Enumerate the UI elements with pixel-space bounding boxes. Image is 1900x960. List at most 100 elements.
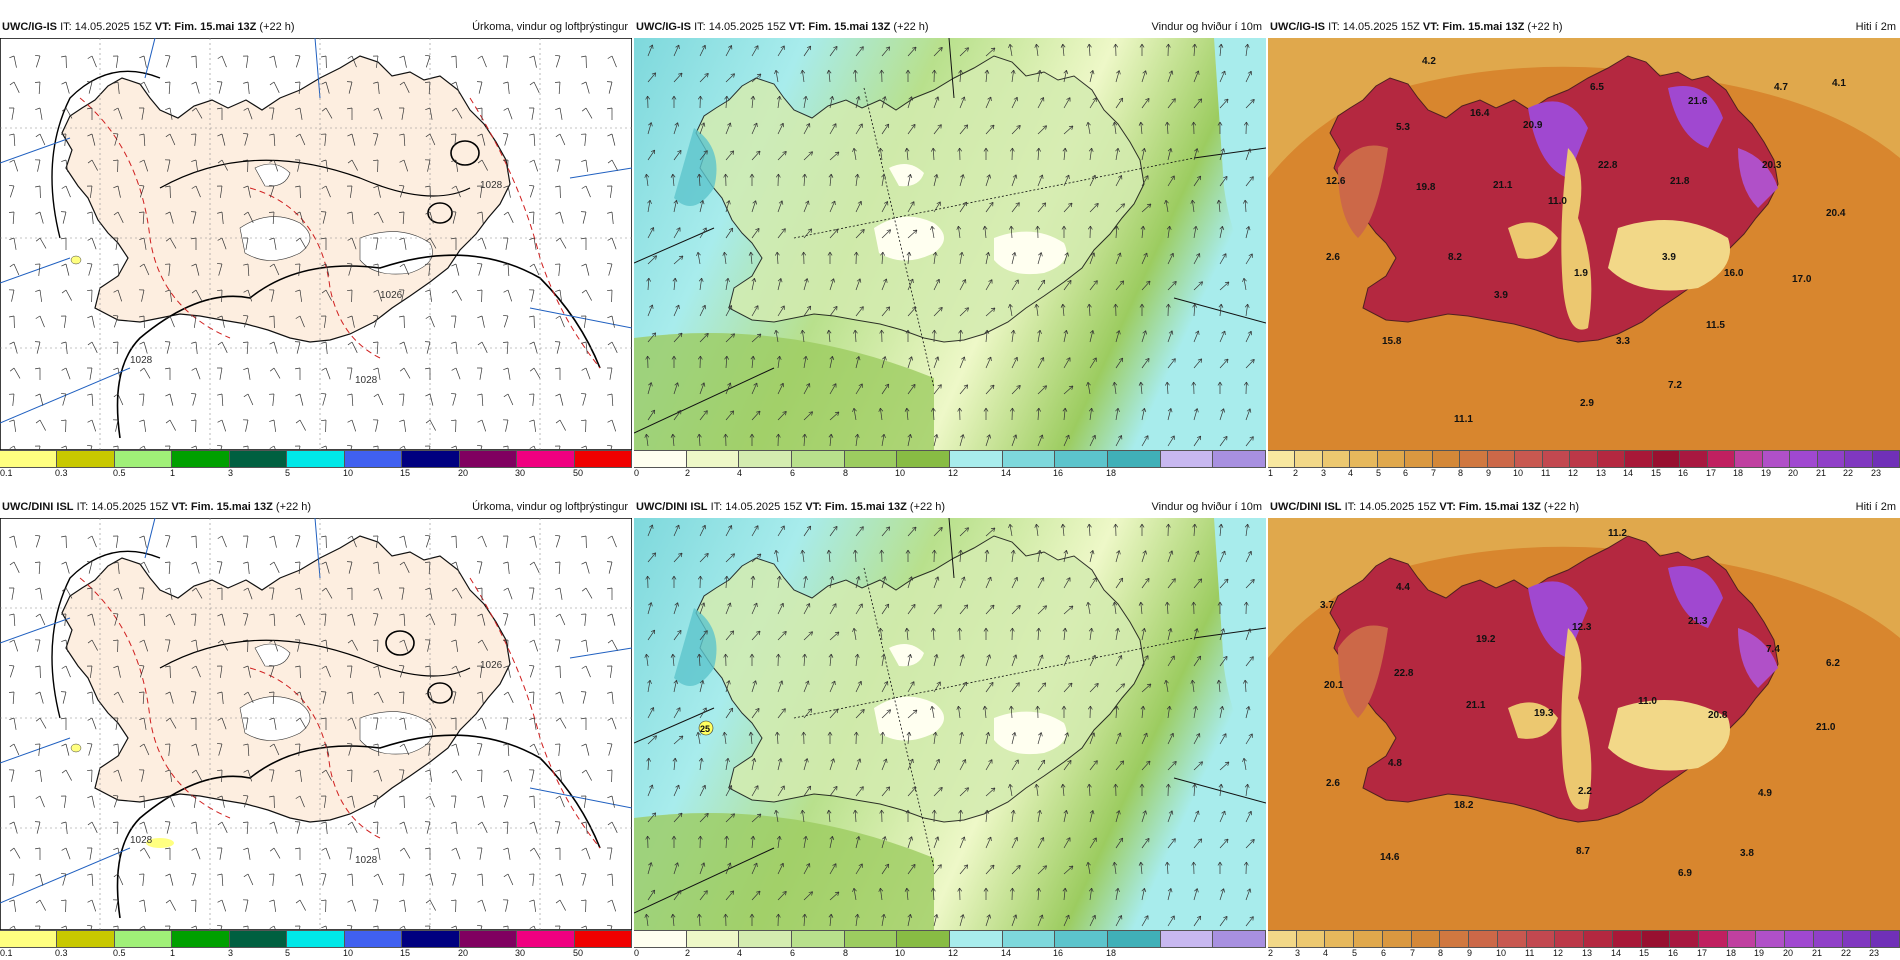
legend-swatch	[792, 931, 845, 947]
temp-value-label: 1.9	[1574, 268, 1588, 279]
color-legend	[634, 930, 1266, 948]
legend-swatch	[739, 451, 792, 467]
legend-swatch	[57, 931, 114, 947]
legend-swatch	[402, 451, 459, 467]
color-legend	[1268, 450, 1900, 468]
temp-value-label: 11.0	[1548, 196, 1567, 207]
legend-tick-label: 7	[1431, 468, 1436, 478]
valid-time: Fim. 15.mai 13Z	[1442, 21, 1524, 33]
legend-swatch	[1680, 451, 1707, 467]
legend-tick-label: 0.5	[113, 468, 126, 478]
legend-tick-label: 10	[895, 468, 905, 478]
legend-tick-label: 1	[1268, 468, 1273, 478]
legend-swatch	[517, 931, 574, 947]
legend-tick-label: 2	[685, 468, 690, 478]
panel-header: UWC/DINI ISL IT: 14.05.2025 15Z VT: Fim.…	[0, 496, 632, 518]
legend-tick-label: 17	[1706, 468, 1716, 478]
legend-swatch	[172, 931, 229, 947]
panel-header: UWC/IG-IS IT: 14.05.2025 15Z VT: Fim. 15…	[634, 16, 1266, 38]
temp-value-label: 21.6	[1688, 96, 1708, 107]
legend-tick-label: 11	[1541, 468, 1550, 478]
legend-swatch	[57, 451, 114, 467]
temp-value-label: 17.0	[1792, 274, 1812, 285]
init-time: IT: 14.05.2025 15Z	[77, 501, 169, 513]
product-title: Hiti í 2m	[1856, 496, 1896, 518]
temp-value-label: 4.9	[1758, 788, 1772, 799]
legend-swatch	[172, 451, 229, 467]
temp-value-label: 20.8	[1708, 710, 1728, 721]
legend-swatch	[1440, 931, 1469, 947]
panel-igis-precip: UWC/IG-IS IT: 14.05.2025 15Z VT: Fim. 15…	[0, 16, 632, 478]
temp-value-label: 6.5	[1590, 82, 1604, 93]
temp-value-label: 19.2	[1476, 634, 1496, 645]
map-svg: 25	[634, 518, 1266, 930]
temp-value-label: 7.2	[1668, 380, 1682, 391]
model-name: UWC/IG-IS	[2, 21, 57, 33]
valid-label: VT:	[155, 21, 172, 33]
panel-header: UWC/DINI ISL IT: 14.05.2025 15Z VT: Fim.…	[634, 496, 1266, 518]
legend-swatch	[687, 931, 740, 947]
legend-swatch	[1670, 931, 1699, 947]
product-title: Úrkoma, vindur og loftþrýstingur	[472, 16, 628, 38]
valid-label: VT:	[1423, 21, 1440, 33]
temp-value-label: 2.6	[1326, 252, 1340, 263]
legend-tick-label: 12	[948, 468, 958, 478]
legend-swatch	[1570, 451, 1597, 467]
legend-swatch	[792, 451, 845, 467]
legend-swatch	[1003, 931, 1056, 947]
temp-value-label: 6.9	[1678, 868, 1692, 879]
temp-value-label: 2.9	[1580, 398, 1594, 409]
legend-tick-label: 15	[1651, 468, 1661, 478]
legend-tick-label: 10	[1513, 468, 1523, 478]
legend-swatch	[634, 931, 687, 947]
legend-tick-label: 14	[1001, 468, 1011, 478]
temp-value-label: 3.9	[1494, 290, 1508, 301]
legend-swatch	[1613, 931, 1642, 947]
legend-swatch	[1295, 451, 1322, 467]
legend-swatch	[1818, 451, 1845, 467]
isobar-label: 1028	[355, 855, 378, 866]
legend-tick-label: 12	[1568, 468, 1578, 478]
legend-swatch	[1268, 451, 1295, 467]
temp-value-label: 3.8	[1740, 848, 1754, 859]
legend-tick-label: 14	[1623, 468, 1633, 478]
temp-value-label: 12.3	[1572, 622, 1592, 633]
lead-time: (+22 h)	[259, 21, 294, 33]
map-area: 25	[634, 518, 1266, 930]
panel-header: UWC/IG-IS IT: 14.05.2025 15Z VT: Fim. 15…	[1268, 16, 1900, 38]
precip-patch	[71, 744, 81, 752]
temp-value-label: 11.0	[1638, 696, 1657, 707]
legend-swatch	[1527, 931, 1556, 947]
legend-swatch	[115, 931, 172, 947]
temp-value-label: 21.3	[1688, 616, 1708, 627]
model-name: UWC/IG-IS	[1270, 21, 1325, 33]
legend-swatch	[1873, 451, 1900, 467]
temp-value-label: 5.3	[1396, 122, 1410, 133]
temp-value-label: 20.3	[1762, 160, 1782, 171]
temp-value-label: 4.4	[1396, 582, 1410, 593]
legend-swatch	[1814, 931, 1843, 947]
valid-label: VT:	[1439, 501, 1456, 513]
color-legend	[0, 450, 632, 468]
legend-swatch	[230, 451, 287, 467]
temp-value-label: 3.3	[1616, 336, 1630, 347]
legend-swatch	[1297, 931, 1326, 947]
map-svg	[634, 38, 1266, 450]
legend-swatch	[1735, 451, 1762, 467]
legend-swatch	[897, 931, 950, 947]
model-name: UWC/DINI ISL	[2, 501, 74, 513]
legend-swatch	[575, 931, 632, 947]
lead-time: (+22 h)	[276, 501, 311, 513]
isobar-label: 1028	[480, 180, 503, 191]
panel-igis-wind: UWC/IG-IS IT: 14.05.2025 15Z VT: Fim. 15…	[634, 16, 1266, 478]
precip-patch	[71, 256, 81, 264]
product-title: Vindur og hviður í 10m	[1152, 16, 1262, 38]
map-area	[634, 38, 1266, 450]
init-time: IT: 14.05.2025 15Z	[711, 501, 803, 513]
legend-swatch	[1055, 451, 1108, 467]
legend-swatch	[1543, 451, 1570, 467]
legend-tick-label: 2	[1293, 468, 1298, 478]
